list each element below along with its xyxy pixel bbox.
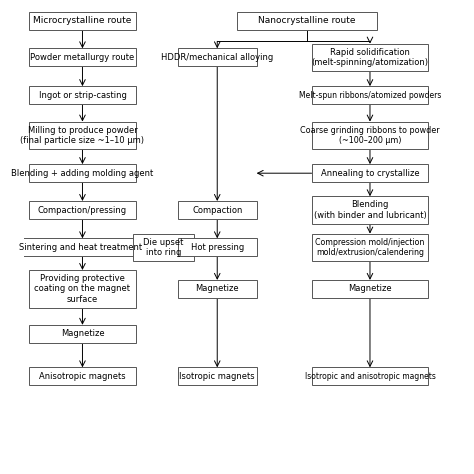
Bar xyxy=(28,367,137,385)
Bar xyxy=(311,164,428,182)
Text: Magnetize: Magnetize xyxy=(61,329,104,338)
Bar xyxy=(311,44,428,71)
Bar xyxy=(28,86,137,104)
Text: Providing protective
coating on the magnet
surface: Providing protective coating on the magn… xyxy=(35,274,130,304)
Bar xyxy=(178,367,256,385)
Text: Hot pressing: Hot pressing xyxy=(191,243,244,252)
Text: Compaction/pressing: Compaction/pressing xyxy=(38,206,127,215)
Bar xyxy=(28,11,137,29)
Bar xyxy=(28,164,137,182)
Text: HDDR/mechanical alloying: HDDR/mechanical alloying xyxy=(161,53,273,62)
Bar xyxy=(133,234,194,261)
Text: Isotropic and anisotropic magnets: Isotropic and anisotropic magnets xyxy=(304,372,436,381)
Bar xyxy=(28,201,137,219)
Text: Magnetize: Magnetize xyxy=(348,284,392,293)
Text: Anisotropic magnets: Anisotropic magnets xyxy=(39,372,126,381)
Bar xyxy=(28,48,137,66)
Bar xyxy=(237,11,377,29)
Text: Blending
(with binder and lubricant): Blending (with binder and lubricant) xyxy=(314,200,426,220)
Text: Magnetize: Magnetize xyxy=(195,284,239,293)
Bar xyxy=(311,196,428,224)
Text: Compaction: Compaction xyxy=(192,206,242,215)
Bar xyxy=(178,238,256,256)
Text: Rapid solidification
(melt-spinning/atomization): Rapid solidification (melt-spinning/atom… xyxy=(311,47,428,67)
Bar xyxy=(311,234,428,261)
Bar xyxy=(28,325,137,343)
Text: Milling to produce powder
(final particle size ~1–10 μm): Milling to produce powder (final particl… xyxy=(20,126,145,145)
Bar xyxy=(311,122,428,149)
Text: Nanocrystalline route: Nanocrystalline route xyxy=(258,16,356,25)
Bar xyxy=(178,48,256,66)
Text: Die upset
into ring: Die upset into ring xyxy=(143,237,183,257)
Text: Blending + adding molding agent: Blending + adding molding agent xyxy=(11,169,154,178)
Bar xyxy=(22,238,138,256)
Bar xyxy=(28,122,137,149)
Bar xyxy=(178,201,256,219)
Bar xyxy=(178,280,256,298)
Text: Coarse grinding ribbons to powder
(~100–200 μm): Coarse grinding ribbons to powder (~100–… xyxy=(300,126,440,145)
Bar xyxy=(311,86,428,104)
Text: Microcrystalline route: Microcrystalline route xyxy=(33,16,132,25)
Text: Isotropic magnets: Isotropic magnets xyxy=(180,372,255,381)
Bar xyxy=(28,270,137,308)
Text: Sintering and heat treatment: Sintering and heat treatment xyxy=(18,243,142,252)
Bar xyxy=(311,280,428,298)
Text: Powder metallurgy route: Powder metallurgy route xyxy=(30,53,135,62)
Text: Melt-spun ribbons/atomized powders: Melt-spun ribbons/atomized powders xyxy=(299,91,441,100)
Bar xyxy=(311,367,428,385)
Text: Compression mold/injection
mold/extrusion/calendering: Compression mold/injection mold/extrusio… xyxy=(315,237,425,257)
Text: Annealing to crystallize: Annealing to crystallize xyxy=(321,169,419,178)
Text: Ingot or strip-casting: Ingot or strip-casting xyxy=(38,91,127,100)
